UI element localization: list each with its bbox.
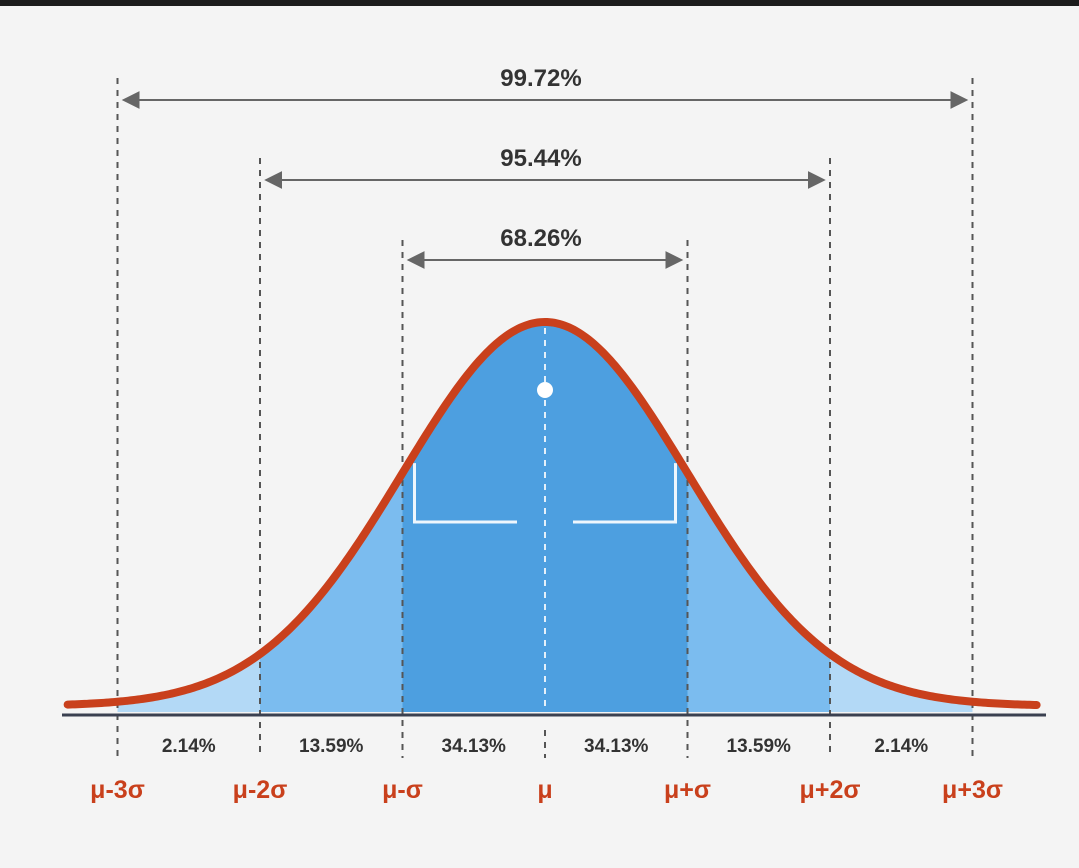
tick-label-2: μ-2σ [233,776,288,804]
segment-label-6: 2.14% [874,736,928,757]
segment-percent-labels: 2.14% 13.59% 34.13% 34.13% 13.59% 2.14% [162,736,928,757]
segment-label-1: 2.14% [162,736,216,757]
sigma-bracket [413,463,677,524]
tick-label-4: μ [537,776,552,804]
tick-label-1: μ-3σ [90,776,145,804]
range-label-3: 99.72% [500,65,581,92]
boundary-guides [116,78,974,758]
top-border [0,0,1079,6]
normal-curve [63,317,1041,709]
bracket-left [413,463,517,524]
boundary-tick-labels: μ-3σ μ-2σ μ-σ μ μ+σ μ+2σ μ+3σ [90,776,1003,804]
peak-marker [537,382,553,398]
area-segment-3 [402,322,545,712]
tick-label-6: μ+2σ [800,776,861,804]
segment-label-4: 34.13% [584,736,649,757]
bracket-right [573,463,677,524]
area-segment-4 [545,322,688,712]
segment-label-3: 34.13% [442,736,507,757]
tick-label-7: μ+3σ [942,776,1003,804]
range-arrows: 68.26% 95.44% 99.72% [121,65,969,269]
tick-label-3: μ-σ [382,776,423,804]
tick-label-5: μ+σ [664,776,711,804]
segment-label-2: 13.59% [299,736,364,757]
segment-label-5: 13.59% [727,736,792,757]
range-label-1: 68.26% [500,225,581,252]
range-label-2: 95.44% [500,145,581,172]
